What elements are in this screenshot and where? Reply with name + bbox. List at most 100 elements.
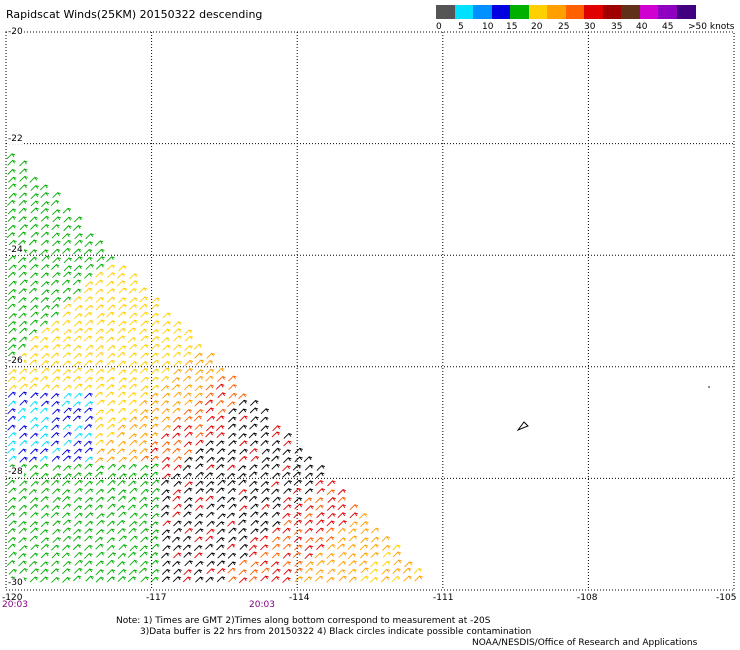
wind-barb bbox=[50, 279, 60, 286]
wind-barb bbox=[73, 367, 82, 374]
time-label-2: 20:03 bbox=[249, 600, 275, 610]
wind-barb bbox=[315, 569, 324, 576]
lat-label-30: -30 bbox=[7, 578, 24, 588]
wind-barb bbox=[52, 296, 62, 303]
wind-barb bbox=[129, 368, 138, 375]
wind-barb bbox=[50, 360, 60, 367]
wind-barb bbox=[151, 479, 160, 486]
wind-barb bbox=[95, 345, 105, 352]
wind-barb bbox=[62, 343, 72, 350]
wind-barb bbox=[206, 456, 215, 463]
wind-barb bbox=[129, 273, 138, 280]
wind-barb bbox=[304, 512, 313, 520]
wind-barb bbox=[30, 568, 40, 575]
wind-barb bbox=[17, 257, 27, 264]
wind-barb bbox=[226, 496, 236, 503]
wind-barb bbox=[261, 457, 271, 464]
wind-barb bbox=[7, 505, 16, 512]
wind-barb bbox=[327, 512, 336, 519]
wind-barb bbox=[8, 337, 17, 344]
wind-barb bbox=[51, 576, 60, 583]
wind-barb bbox=[106, 456, 116, 463]
wind-barb bbox=[95, 569, 104, 576]
wind-barb bbox=[139, 391, 149, 398]
colorbar-segment bbox=[676, 5, 696, 19]
wind-barb bbox=[173, 480, 182, 487]
wind-barb bbox=[18, 448, 27, 455]
wind-barb bbox=[62, 287, 72, 294]
wind-barb bbox=[127, 336, 137, 343]
wind-barb bbox=[272, 503, 281, 510]
wind-barb bbox=[18, 537, 27, 544]
wind-barb bbox=[8, 312, 17, 319]
wind-barb bbox=[227, 423, 237, 430]
wind-barb bbox=[96, 248, 105, 255]
wind-barb bbox=[51, 552, 61, 559]
wind-barb bbox=[227, 432, 237, 439]
wind-barb bbox=[73, 455, 82, 462]
wind-barb bbox=[29, 432, 39, 439]
wind-barb bbox=[205, 440, 214, 447]
wind-barb bbox=[51, 263, 60, 270]
note-line-1: Note: 1) Times are GMT 2)Times along bot… bbox=[116, 616, 491, 626]
wind-barb bbox=[216, 448, 226, 455]
wind-barb bbox=[52, 240, 61, 247]
wind-barb bbox=[162, 320, 171, 327]
wind-barb bbox=[50, 199, 60, 206]
wind-barb bbox=[118, 544, 128, 551]
wind-barb bbox=[259, 535, 269, 542]
wind-barb bbox=[370, 543, 379, 550]
wind-barb bbox=[73, 472, 82, 479]
wind-barb bbox=[83, 472, 93, 479]
wind-barb bbox=[260, 425, 269, 432]
wind-barb bbox=[39, 529, 49, 536]
wind-barb bbox=[28, 488, 38, 495]
wind-barb bbox=[18, 192, 28, 199]
wind-barb bbox=[338, 575, 347, 582]
wind-barb bbox=[18, 271, 28, 278]
wind-barb bbox=[151, 543, 160, 550]
wind-barb bbox=[195, 439, 204, 446]
wind-barb bbox=[271, 511, 281, 518]
wind-barb bbox=[195, 432, 204, 439]
wind-barb bbox=[261, 496, 270, 503]
wind-barb bbox=[39, 392, 49, 399]
wind-barb bbox=[30, 184, 39, 191]
wind-barb bbox=[6, 512, 16, 519]
wind-barb bbox=[149, 432, 159, 439]
wind-barb bbox=[194, 352, 203, 359]
wind-barb bbox=[118, 345, 127, 352]
wind-barb bbox=[62, 319, 71, 326]
wind-barb bbox=[40, 543, 50, 550]
wind-barb bbox=[228, 503, 237, 510]
wind-barb bbox=[172, 511, 181, 518]
wind-barb bbox=[129, 319, 138, 326]
wind-barb bbox=[30, 423, 39, 430]
wind-barb bbox=[118, 297, 127, 304]
wind-barb bbox=[369, 568, 379, 575]
wind-barb bbox=[150, 392, 159, 399]
wind-barb bbox=[205, 495, 214, 502]
wind-barb bbox=[304, 552, 313, 559]
wind-barb bbox=[149, 551, 159, 559]
wind-barb bbox=[41, 416, 50, 423]
wind-barb bbox=[228, 416, 237, 423]
wind-barb bbox=[260, 431, 270, 439]
wind-barb bbox=[226, 512, 236, 519]
wind-barb bbox=[283, 487, 292, 495]
wind-barb bbox=[129, 535, 138, 542]
wind-barb bbox=[40, 239, 50, 246]
wind-barb bbox=[19, 432, 28, 439]
wind-barb bbox=[206, 568, 215, 575]
wind-barb bbox=[95, 288, 104, 295]
wind-barb bbox=[162, 447, 171, 454]
wind-barb bbox=[216, 487, 225, 494]
wind-barb bbox=[260, 575, 269, 582]
wind-barb bbox=[18, 288, 27, 295]
wind-barb bbox=[72, 535, 82, 542]
wind-barb bbox=[73, 505, 83, 512]
wind-barb bbox=[39, 184, 49, 191]
wind-barb bbox=[195, 560, 204, 567]
wind-barb bbox=[74, 425, 83, 432]
wind-barb bbox=[63, 439, 73, 446]
